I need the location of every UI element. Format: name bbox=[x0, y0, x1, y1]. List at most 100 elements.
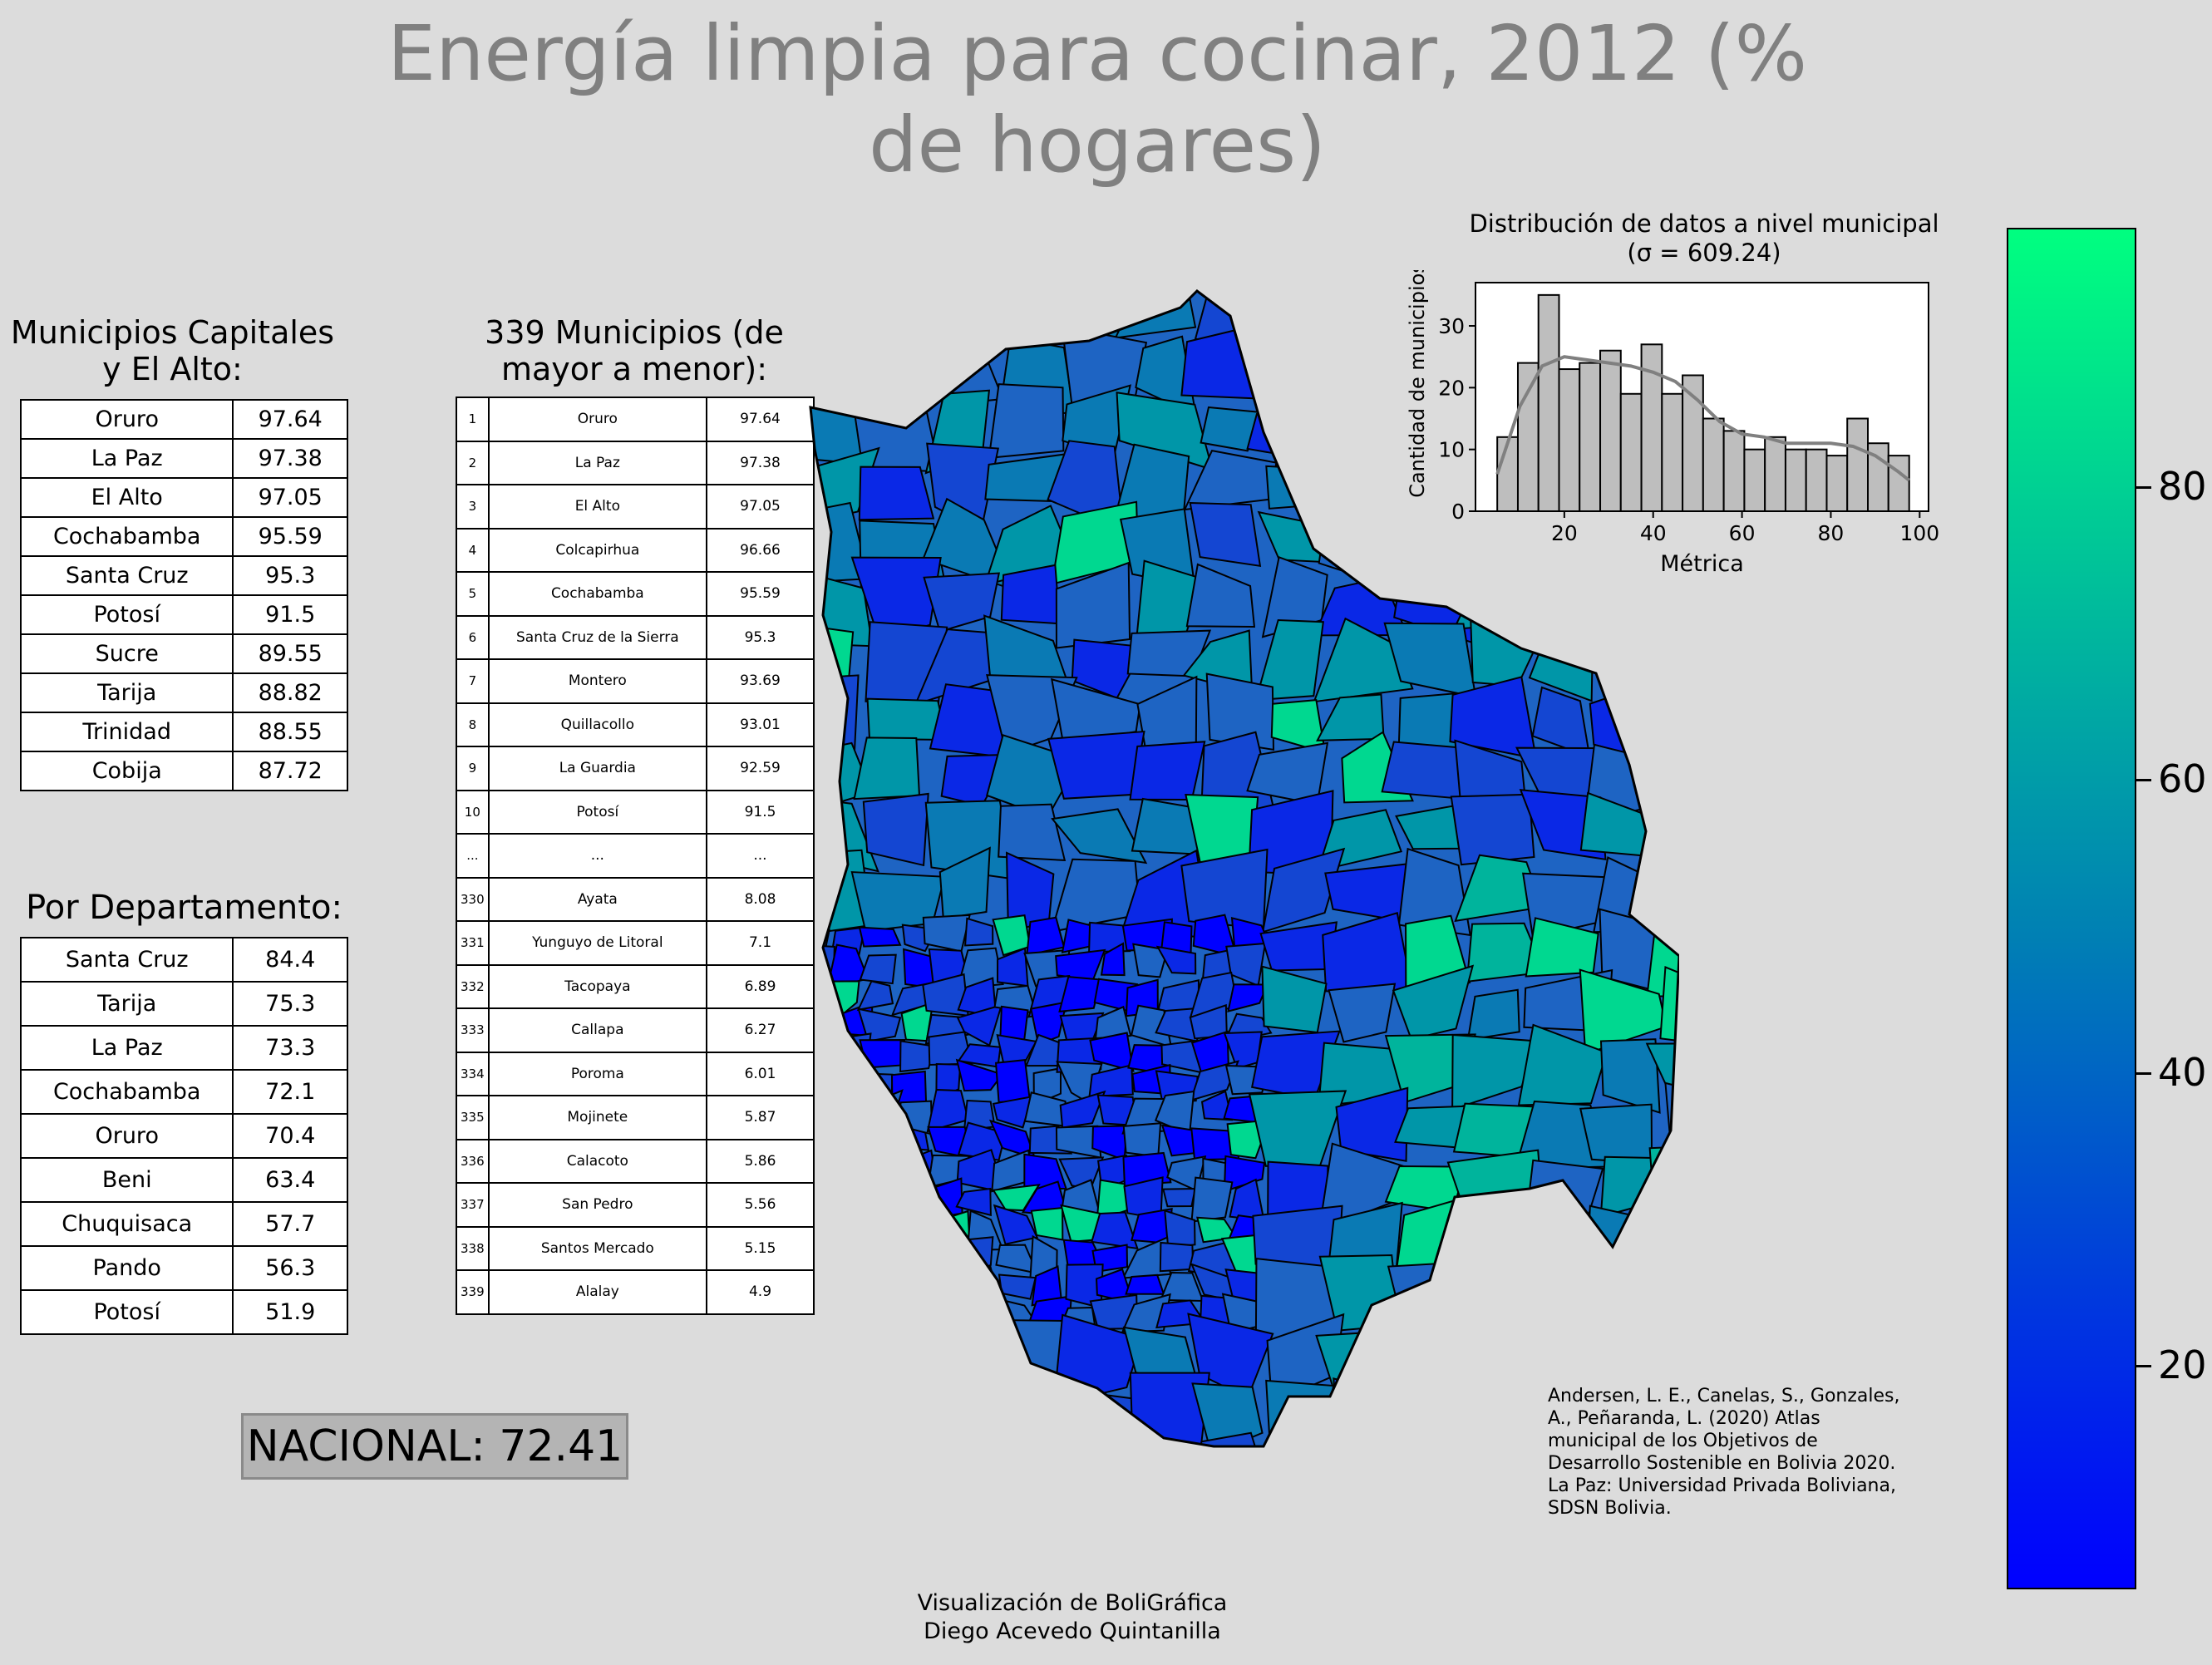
histogram-subtitle: (σ = 609.24) bbox=[1627, 239, 1781, 267]
map-municipality bbox=[810, 1015, 838, 1035]
histogram-frame bbox=[1475, 282, 1929, 512]
table-cell-value: 97.05 bbox=[232, 477, 348, 518]
map-municipality bbox=[1205, 672, 1274, 751]
table-cell-name: Cochabamba bbox=[19, 1069, 234, 1115]
map-municipality bbox=[1333, 1377, 1401, 1438]
histogram-bar bbox=[1825, 455, 1849, 512]
map-municipality bbox=[810, 1292, 830, 1339]
map-municipality bbox=[810, 1234, 830, 1278]
table-cell-value: 75.3 bbox=[232, 981, 348, 1027]
map-municipality bbox=[810, 1207, 840, 1242]
table-cell-rank: 5 bbox=[456, 571, 490, 617]
table-row: Tarija 75.3 bbox=[19, 981, 348, 1027]
map-municipality bbox=[1122, 1122, 1162, 1158]
map-municipality bbox=[1265, 1379, 1335, 1446]
map-municipality bbox=[865, 1240, 907, 1272]
table-cell-name: Quillacollo bbox=[487, 702, 707, 747]
table-cell-value: 57.7 bbox=[232, 1201, 348, 1247]
map-municipality bbox=[856, 1185, 905, 1211]
x-axis-label: Métrica bbox=[1660, 551, 1744, 577]
table-row: Trinidad 88.55 bbox=[19, 712, 348, 752]
map-municipality bbox=[1649, 855, 1679, 922]
map-municipality bbox=[824, 1292, 862, 1332]
map-municipality bbox=[1584, 1322, 1668, 1394]
table-cell-name: Potosí bbox=[19, 1289, 234, 1335]
table-cell-value: 8.08 bbox=[705, 876, 815, 922]
map-municipality bbox=[1392, 964, 1475, 1041]
histogram-bar bbox=[1516, 362, 1540, 512]
table-row: 7 Montero 93.69 bbox=[456, 658, 815, 704]
map-municipality bbox=[1114, 291, 1197, 339]
map-municipality bbox=[1517, 1023, 1609, 1106]
table-row: Beni 63.4 bbox=[19, 1157, 348, 1203]
map-municipality bbox=[830, 1068, 869, 1105]
table-row: 5 Cochabamba 95.59 bbox=[456, 571, 815, 617]
table-cell-name: Cochabamba bbox=[19, 516, 234, 557]
map-municipality bbox=[1190, 1176, 1234, 1223]
map-municipality bbox=[1451, 1199, 1545, 1286]
map-municipality bbox=[810, 1176, 834, 1219]
map-municipality bbox=[810, 985, 833, 1007]
table-cell-name: Tarija bbox=[19, 981, 234, 1027]
table-cell-value: 63.4 bbox=[232, 1157, 348, 1203]
map-municipality bbox=[810, 1100, 839, 1125]
map-municipality bbox=[810, 1037, 840, 1076]
table-row: 331 Yunguyo de Litoral 7.1 bbox=[456, 920, 815, 966]
departments-table: Santa Cruz 84.4 Tarija 75.3 La Paz 73.3 Cochab… bbox=[19, 937, 348, 1335]
map-municipality bbox=[1514, 1204, 1599, 1282]
map-municipality bbox=[891, 1178, 935, 1212]
map-municipality bbox=[1599, 1038, 1661, 1114]
table-cell-value: 95.59 bbox=[232, 516, 348, 557]
credit-line-1: Visualización de BoliGráfica bbox=[917, 1590, 1228, 1616]
table-cell-name: La Paz bbox=[487, 440, 707, 485]
table-cell-rank: 338 bbox=[456, 1225, 490, 1271]
colorbar-tick-label: 20 bbox=[2158, 1342, 2207, 1387]
table-row: 335 Mojinete 5.87 bbox=[456, 1095, 815, 1140]
table-cell-value: 6.01 bbox=[705, 1051, 815, 1096]
table-cell-rank: 7 bbox=[456, 658, 490, 704]
map-municipality bbox=[1525, 1256, 1613, 1347]
map-municipality bbox=[1468, 1371, 1539, 1446]
map-municipality bbox=[810, 291, 864, 355]
table-cell-name: Oruro bbox=[487, 397, 707, 442]
table-row: Potosí 51.9 bbox=[19, 1289, 348, 1335]
table-cell-name: Colcapirhua bbox=[487, 527, 707, 573]
table-row: Sucre 89.55 bbox=[19, 633, 348, 674]
table-cell-name: Pando bbox=[19, 1245, 234, 1291]
table-cell-name: Cobija bbox=[19, 751, 234, 791]
map-municipality bbox=[934, 1305, 958, 1338]
table-row: 337 San Pedro 5.56 bbox=[456, 1182, 815, 1228]
table-cell-name: Ayata bbox=[487, 876, 707, 922]
colorbar-tick bbox=[2135, 485, 2151, 489]
map-municipality bbox=[847, 1372, 946, 1446]
map-municipality bbox=[1000, 564, 1061, 625]
histogram-bar bbox=[1702, 417, 1725, 513]
map-municipality bbox=[1185, 563, 1256, 628]
table-row: 2 La Paz 97.38 bbox=[456, 440, 815, 485]
table-cell-rank: 331 bbox=[456, 920, 490, 966]
colorbar-tick bbox=[2135, 1364, 2151, 1367]
colorbar-tick-label: 60 bbox=[2158, 756, 2207, 802]
map-municipality bbox=[1091, 1211, 1139, 1250]
map-municipality bbox=[1227, 983, 1269, 1012]
table-cell-rank: 2 bbox=[456, 440, 490, 485]
table-cell-value: 6.89 bbox=[705, 963, 815, 1009]
map-municipality bbox=[1030, 1206, 1064, 1241]
table-cell-name: Tacopaya bbox=[487, 963, 707, 1009]
map-municipality bbox=[955, 1058, 1004, 1092]
map-municipality bbox=[825, 1096, 870, 1127]
map-municipality bbox=[1100, 942, 1126, 977]
table-cell-value: 7.1 bbox=[705, 920, 815, 966]
map-municipality bbox=[1125, 1273, 1165, 1295]
y-tick-label: 30 bbox=[1438, 314, 1465, 338]
capitals-table: Oruro 97.64 La Paz 97.38 El Alto 97.05 Cochaba… bbox=[19, 399, 348, 791]
table-cell-name: Potosí bbox=[19, 594, 234, 635]
capitals-header: Municipios Capitales y El Alto: bbox=[10, 314, 335, 387]
map-municipality bbox=[955, 1187, 992, 1217]
map-municipality bbox=[1328, 983, 1397, 1043]
map-municipality bbox=[856, 291, 938, 333]
table-cell-name: Alalay bbox=[487, 1269, 707, 1315]
table-cell-value: 5.87 bbox=[705, 1095, 815, 1140]
table-row: 6 Santa Cruz de la Sierra 95.3 bbox=[456, 614, 815, 660]
map-municipality bbox=[925, 1177, 963, 1221]
